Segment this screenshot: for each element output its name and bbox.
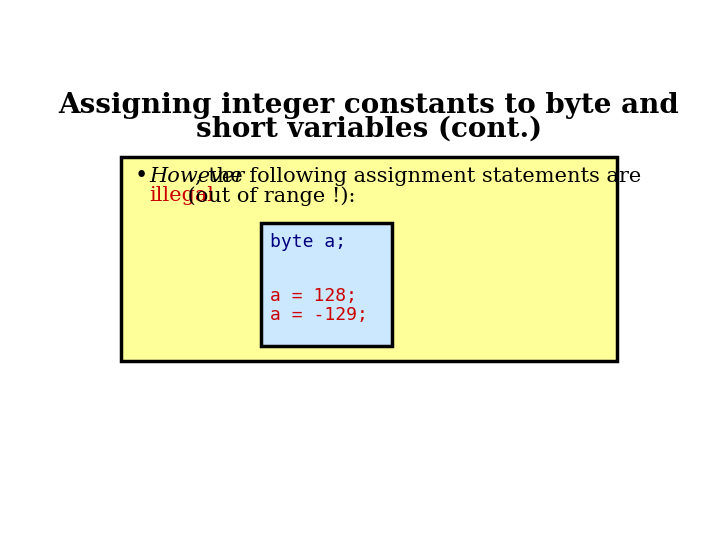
Text: short variables (cont.): short variables (cont.) [196, 115, 542, 142]
Text: illegal: illegal [149, 186, 214, 205]
Text: •: • [135, 165, 148, 187]
Text: However: However [149, 167, 244, 186]
Text: byte a;: byte a; [270, 233, 346, 251]
Text: , the following assignment statements are: , the following assignment statements ar… [195, 167, 642, 186]
Text: (out of range !):: (out of range !): [181, 186, 356, 206]
FancyBboxPatch shape [261, 222, 392, 346]
Text: a = -129;: a = -129; [270, 306, 368, 324]
Text: Assigning integer constants to byte and: Assigning integer constants to byte and [58, 92, 680, 119]
Text: a = 128;: a = 128; [270, 287, 357, 305]
FancyBboxPatch shape [121, 157, 617, 361]
